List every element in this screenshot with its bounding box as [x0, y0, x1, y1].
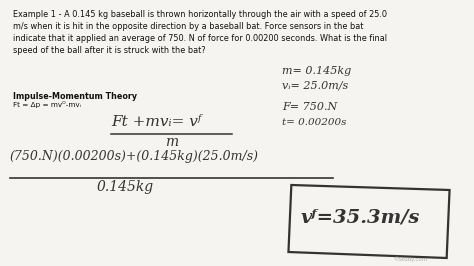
- Text: Ft = Δp = mvᴼ-mvᵢ: Ft = Δp = mvᴼ-mvᵢ: [12, 101, 81, 108]
- Text: m= 0.145kg: m= 0.145kg: [282, 66, 351, 76]
- Text: vᶠ=35.3m/s: vᶠ=35.3m/s: [301, 208, 420, 226]
- Text: F= 750.N: F= 750.N: [282, 102, 337, 112]
- Text: t= 0.00200s: t= 0.00200s: [282, 118, 346, 127]
- Text: ©Study.com: ©Study.com: [393, 256, 428, 262]
- Text: m: m: [165, 135, 178, 149]
- Text: vᵢ= 25.0m/s: vᵢ= 25.0m/s: [282, 80, 348, 90]
- Text: (750.N)(0.00200s)+(0.145kg)(25.0m/s): (750.N)(0.00200s)+(0.145kg)(25.0m/s): [9, 150, 259, 163]
- Polygon shape: [289, 185, 449, 258]
- Text: 0.145kg: 0.145kg: [97, 180, 154, 194]
- Text: Impulse-Momentum Theory: Impulse-Momentum Theory: [12, 92, 137, 101]
- Text: Example 1 - A 0.145 kg baseball is thrown horizontally through the air with a sp: Example 1 - A 0.145 kg baseball is throw…: [12, 10, 386, 55]
- Text: Ft +mvᵢ= vᶠ: Ft +mvᵢ= vᶠ: [111, 115, 201, 129]
